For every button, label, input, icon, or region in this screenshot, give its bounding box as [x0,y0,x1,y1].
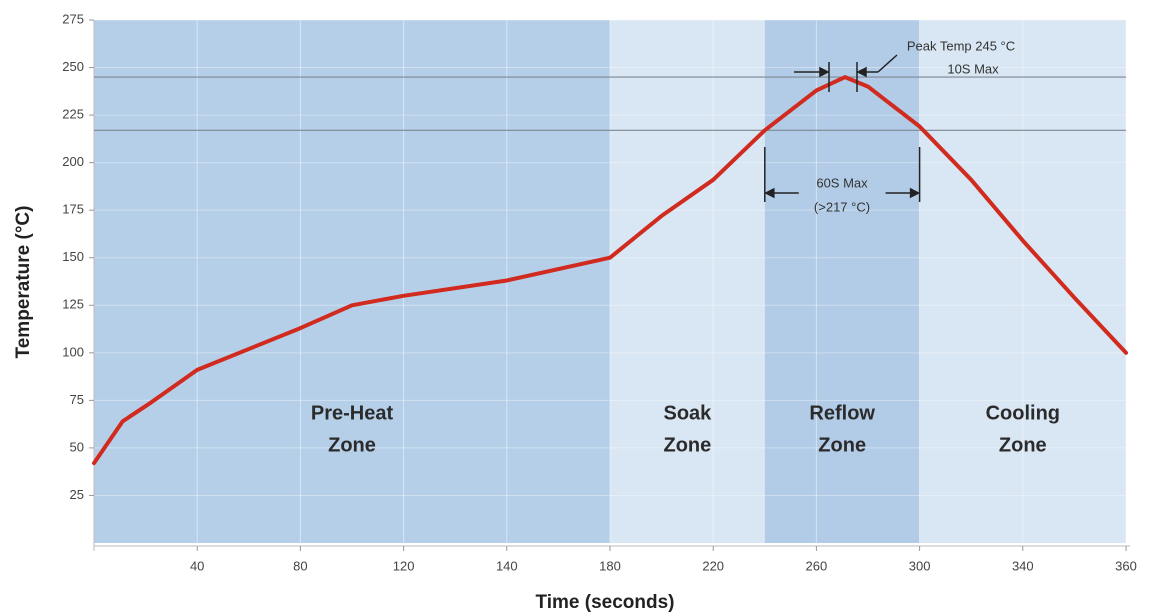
x-tick-label: 300 [909,558,931,573]
zone-label: Cooling [986,402,1060,424]
plot-area: 25 50 75 100 125 150 175 200 225 250 275 40 80 120 140… [62,11,1137,573]
x-tick-label: 340 [1012,558,1034,573]
annotation: 60S Max [816,175,868,190]
annotation: (>217 °C) [814,199,870,214]
x-tick-label: 220 [702,558,724,573]
zone-label: Reflow [809,402,875,424]
zone-label: Zone [664,434,712,456]
bracket [764,147,921,202]
zone-band [764,20,920,543]
y-tick-label: 275 [62,11,84,26]
zone-band [610,20,765,543]
y-tick-label: 50 [70,439,84,454]
x-tick-label: 260 [806,558,828,573]
peak-arrows [794,54,898,92]
zone-band [919,20,1126,543]
y-tick-label: 225 [62,107,84,122]
arrowhead [764,187,775,199]
y-tick-label: 150 [62,249,84,264]
arrowhead [909,187,921,199]
y-tick-label: 200 [62,154,84,169]
annotation: Peak Temp 245 °C [907,38,1015,53]
zone-label: Soak [663,402,712,424]
temperature-line [92,75,1128,466]
x-tick-label: 80 [293,558,307,573]
y-tick-label: 125 [62,297,84,312]
y-tick-label: 175 [62,202,84,217]
y-tick-label: 250 [62,59,84,74]
zone-band [94,20,610,543]
annotation: 10S Max [947,61,999,76]
zone-label: Pre-Heat [311,402,394,424]
x-tick-label: 140 [496,558,518,573]
y-tick-label: 100 [62,344,84,359]
zone-label: Zone [818,434,866,456]
x-axis-title: Time (seconds) [535,592,674,613]
x-tick-label: 360 [1115,558,1137,573]
y-tick-label: 75 [70,392,84,407]
y-axis-title: Temperature (°C) [13,206,34,359]
x-tick-label: 40 [190,558,204,573]
zone-label: Zone [999,434,1047,456]
y-tick-label: 25 [70,487,84,502]
x-tick-label: 120 [393,558,415,573]
zone-label: Zone [328,434,376,456]
x-tick-label: 180 [599,558,621,573]
